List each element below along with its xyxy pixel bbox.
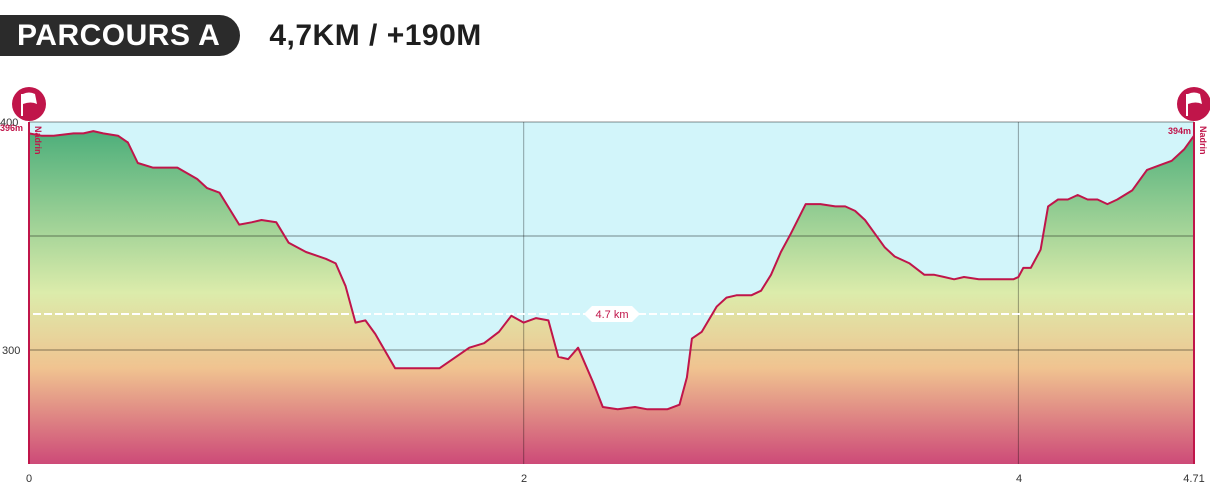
distance-label: 4.7 km (584, 306, 640, 322)
x-tick-label: 4.71 (1183, 473, 1204, 485)
grid-lines (29, 121, 1194, 464)
start-marker: 396m Nadrin (0, 87, 46, 464)
end-flag-icon (1177, 87, 1210, 121)
route-stats: 4,7KM / +190M (269, 18, 482, 52)
distance-label-text: 4.7 km (595, 309, 628, 321)
elevation-area (29, 131, 1194, 464)
end-marker: 394m Nadrin (1168, 87, 1210, 464)
end-place-label: Nadrin (1198, 126, 1208, 155)
x-tick-label: 4 (1016, 473, 1022, 485)
x-axis-ticks: 0 2 4 4.71 (26, 473, 1205, 485)
start-place-label: Nadrin (33, 126, 43, 155)
route-name-badge: PARCOURS A (0, 15, 241, 56)
end-elevation-label: 394m (1168, 126, 1191, 136)
y-axis-ticks: 400 300 (0, 117, 20, 357)
x-tick-label: 2 (521, 473, 527, 485)
elevation-line (28, 130, 1195, 411)
start-elevation-label: 396m (0, 123, 23, 133)
x-tick-label: 0 (26, 473, 32, 485)
route-header: PARCOURS A 4,7KM / +190M (0, 15, 482, 56)
y-tick-label: 300 (2, 345, 20, 357)
y-tick-label: 400 (0, 117, 18, 129)
start-flag-icon (12, 87, 46, 121)
